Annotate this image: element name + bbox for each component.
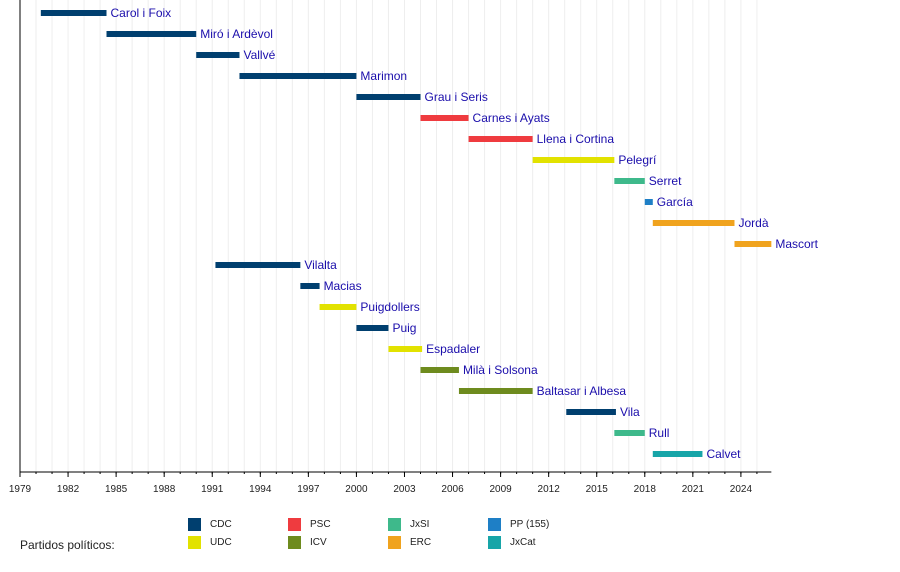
bar-label: Jordà [738,216,768,230]
tick-label: 2015 [586,484,609,495]
timeline-chart: Carol i Foix Miró i Ardèvol Vallvé Marimon G… [9,0,819,495]
tick-label: 2009 [489,484,512,495]
bar [319,304,357,310]
bar-label: Vila [620,405,640,419]
bar [652,451,703,457]
bar [239,73,357,79]
legend-swatch [488,536,501,549]
legend-swatch [188,536,201,549]
bar-label: Serret [649,174,682,188]
tick-label: 1991 [201,484,224,495]
bar-label: Vallvé [243,48,275,62]
bar [532,157,615,163]
bar [356,94,421,100]
bars: Carol i Foix Miró i Ardèvol Vallvé Marimon G… [40,6,819,461]
legend-item: UDC [188,536,232,549]
legend-item: PSC [288,518,331,531]
legend-swatch [388,536,401,549]
tick-label: 1979 [9,484,32,495]
legend-swatch [288,518,301,531]
bar-label: Espadaler [426,342,480,356]
legend-label: ICV [310,537,327,548]
bar [420,115,469,121]
bar [644,199,653,205]
bar-label: Calvet [706,447,741,461]
bar [458,388,533,394]
bar-label: Marimon [360,69,407,83]
legend-item: CDC [188,518,232,531]
bar-label: Carnes i Ayats [473,111,550,125]
legend: Partidos políticos: CDC PSC JxSI PP (155) UD… [0,510,900,570]
legend-label: JxSI [410,519,430,530]
bar [40,10,107,16]
legend-swatch [188,518,201,531]
grid-lines [35,0,758,472]
bar-label: Baltasar i Albesa [537,384,627,398]
legend-label: CDC [210,519,232,530]
legend-label: JxCat [510,537,536,548]
bar-label: Miró i Ardèvol [200,27,273,41]
tick-label: 1997 [297,484,320,495]
legend-title: Partidos políticos: [20,538,115,552]
bar [388,346,423,352]
legend-label: UDC [210,537,232,548]
bar [196,52,240,58]
bar [420,367,459,373]
bar [106,31,197,37]
bar-label: Vilalta [304,258,337,272]
tick-label: 2018 [634,484,657,495]
tick-label: 2003 [393,484,416,495]
tick-label: 2000 [345,484,368,495]
x-axis: 1979 1982 1985 1988 1991 1994 1997 2000 2003 2006… [9,0,772,495]
bar [652,220,735,226]
tick-label: 1985 [105,484,128,495]
legend-swatch [388,518,401,531]
tick-label: 2012 [538,484,561,495]
bar [356,325,389,331]
bar [614,430,645,436]
bar [468,136,533,142]
bar [734,241,772,247]
legend-label: ERC [410,537,432,548]
bar-label: Puigdollers [360,300,419,314]
bar-label: Pelegrí [618,153,657,167]
bar-label: García [657,195,693,209]
tick-label: 1994 [249,484,272,495]
bar [566,409,616,415]
tick-label: 2021 [682,484,705,495]
bar-label: Llena i Cortina [537,132,615,146]
bar-label: Rull [649,426,670,440]
bar-label: Puig [392,321,416,335]
bar-label: Macias [324,279,362,293]
bar-label: Grau i Seris [425,90,488,104]
legend-item: PP (155) [488,518,549,531]
legend-item: ICV [288,536,327,549]
legend-label: PSC [310,519,331,530]
legend-item: JxSI [388,518,429,531]
tick-label: 2024 [730,484,753,495]
legend-label: PP (155) [510,519,550,530]
bar-label: Carol i Foix [111,6,172,20]
tick-label: 1988 [153,484,176,495]
tick-label: 2006 [441,484,464,495]
legend-swatch [288,536,301,549]
bar-label: Milà i Solsona [463,363,538,377]
bar-label: Mascort [775,237,818,251]
bar [614,178,645,184]
legend-item: JxCat [488,536,536,549]
bar [215,262,301,268]
legend-item: ERC [388,536,431,549]
tick-label: 1982 [57,484,80,495]
legend-swatch [488,518,501,531]
bar [300,283,320,289]
